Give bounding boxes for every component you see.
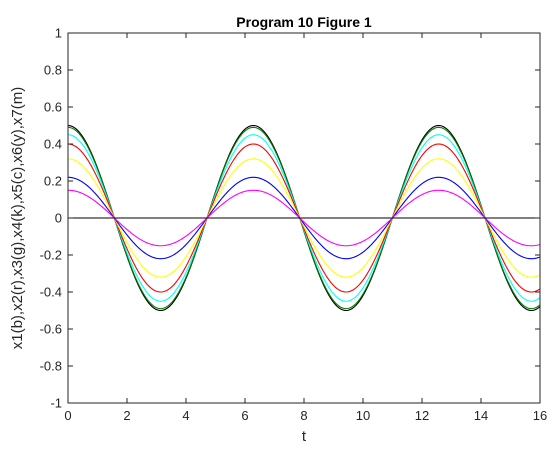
x-tick-label: 4 (182, 408, 189, 423)
x-axis-label: t (302, 428, 307, 445)
y-tick-label: 0.4 (44, 137, 62, 152)
chart-title: Program 10 Figure 1 (236, 14, 372, 30)
y-axis: -1 -0.8 -0.6 -0.4 -0.2 0 0.2 0.4 0.6 0.8 1 (40, 26, 540, 411)
y-axis-label: x1(b),x2(r),x3(g),x4(k),x5(c),x6(y),x7(m… (9, 87, 26, 350)
y-tick-label: -1 (50, 396, 62, 411)
y-tick-label: 0.8 (44, 63, 62, 78)
x-tick-label: 10 (356, 408, 370, 423)
x-tick-label: 14 (474, 408, 488, 423)
y-tick-label: -0.8 (40, 359, 62, 374)
series-line-5 (67, 158, 541, 278)
x-tick-label: 6 (241, 408, 248, 423)
series-line-6 (67, 176, 541, 260)
series-layer (67, 124, 541, 312)
x-tick-label: 12 (415, 408, 429, 423)
y-tick-label: -0.4 (40, 285, 62, 300)
x-tick-label: 2 (123, 408, 130, 423)
series-line-7 (67, 189, 541, 247)
x-tick-label: 8 (300, 408, 307, 423)
y-tick-label: 0 (55, 211, 62, 226)
x-axis: 0 2 4 6 8 10 12 14 16 (64, 33, 547, 423)
x-tick-label: 0 (64, 408, 71, 423)
x-tick-label: 16 (533, 408, 547, 423)
y-tick-label: 1 (55, 26, 62, 41)
y-tick-label: -0.6 (40, 322, 62, 337)
series-line-4 (67, 143, 541, 293)
y-tick-label: -0.2 (40, 248, 62, 263)
y-tick-label: 0.6 (44, 100, 62, 115)
y-tick-label: 0.2 (44, 174, 62, 189)
